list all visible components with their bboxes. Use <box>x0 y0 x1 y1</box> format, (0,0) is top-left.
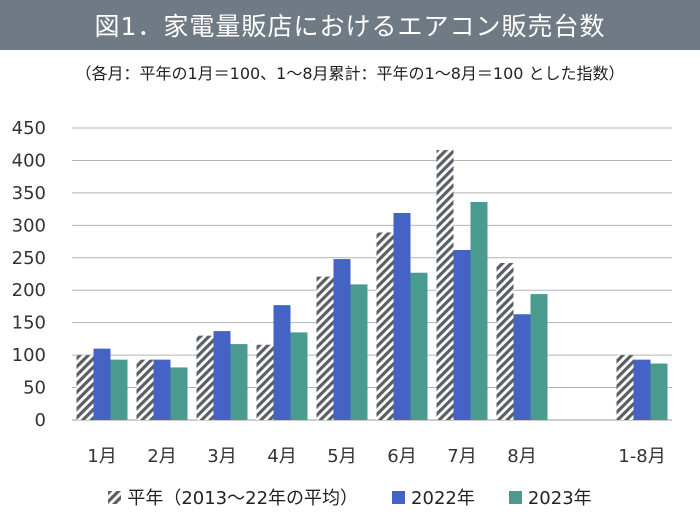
y-tick-label: 100 <box>12 345 46 366</box>
legend-swatch-hatched <box>108 490 122 504</box>
bar-2023 <box>350 284 368 420</box>
bar-normal-year <box>316 276 334 420</box>
bar-normal-year <box>136 359 154 420</box>
bar-2022 <box>333 259 351 420</box>
y-tick-label: 50 <box>23 378 46 399</box>
bar-normal-year <box>76 355 94 420</box>
legend-label: 2022年 <box>411 488 475 509</box>
bar-chart: 0 50 100 150 200 250 300 350 400 450 1月 2月 3月 4月 5月 6月… <box>12 118 672 467</box>
x-tick-label: 6月 <box>387 446 416 467</box>
gridlines <box>72 127 672 421</box>
bar-normal-year <box>616 355 634 420</box>
x-tick-label: 2月 <box>147 446 176 467</box>
bar-2023 <box>410 272 428 420</box>
bar-2022 <box>273 305 291 420</box>
chart-title-bar: 図1．家電量販店におけるエアコン販売台数 <box>0 0 700 50</box>
bar-2022 <box>633 359 651 420</box>
legend-label: 2023年 <box>527 488 592 509</box>
x-tick-label: 4月 <box>267 446 296 467</box>
y-tick-label: 350 <box>12 183 46 204</box>
y-tick-label: 0 <box>35 410 46 431</box>
x-tick-label: 1月 <box>87 446 116 467</box>
x-tick-label: 5月 <box>327 446 356 467</box>
bar-normal-year <box>196 335 214 420</box>
x-tick-label: 8月 <box>507 446 536 467</box>
chart-title: 図1．家電量販店におけるエアコン販売台数 <box>94 12 606 41</box>
legend-item-2023: 2023年 <box>508 484 592 510</box>
x-tick-label: 7月 <box>447 446 476 467</box>
bar-2023 <box>230 344 248 420</box>
bar-2023 <box>530 294 548 420</box>
bar-2022 <box>213 331 231 420</box>
x-tick-label: 3月 <box>207 446 236 467</box>
bar-normal-year <box>256 344 274 420</box>
y-tick-label: 200 <box>12 280 46 301</box>
bar-2022 <box>513 314 531 420</box>
legend-item-normal-year: 平年（2013～22年の平均） <box>108 484 358 510</box>
legend-swatch-2023 <box>508 490 522 504</box>
legend-swatch-2022 <box>392 490 406 504</box>
y-tick-label: 400 <box>12 150 46 171</box>
legend-item-2022: 2022年 <box>392 484 475 510</box>
bar-2022 <box>153 359 171 420</box>
bar-2023 <box>110 359 128 420</box>
bar-normal-year <box>436 150 454 420</box>
bar-2022 <box>393 213 411 420</box>
y-axis: 0 50 100 150 200 250 300 350 400 450 <box>12 118 46 431</box>
bar-2022 <box>453 249 471 420</box>
bar-2023 <box>170 367 188 420</box>
legend: 平年（2013～22年の平均） 2022年 2023年 <box>0 482 700 512</box>
bar-normal-year <box>496 262 514 420</box>
y-tick-label: 450 <box>12 118 46 139</box>
bar-2022 <box>93 348 111 420</box>
chart-subtitle: （各月：平年の1月＝100、1～8月累計：平年の1～8月＝100 とした指数） <box>75 64 625 83</box>
bar-2023 <box>650 363 668 420</box>
y-tick-label: 300 <box>12 215 46 236</box>
y-tick-label: 150 <box>12 313 46 334</box>
bars <box>76 150 668 420</box>
x-axis: 1月 2月 3月 4月 5月 6月 7月 8月 1-8月 <box>87 446 665 467</box>
bar-2023 <box>470 201 488 420</box>
x-tick-label: 1-8月 <box>618 446 665 467</box>
y-tick-label: 250 <box>12 248 46 269</box>
bar-normal-year <box>376 232 394 420</box>
bar-2023 <box>290 332 308 420</box>
legend-label: 平年（2013～22年の平均） <box>127 488 359 509</box>
